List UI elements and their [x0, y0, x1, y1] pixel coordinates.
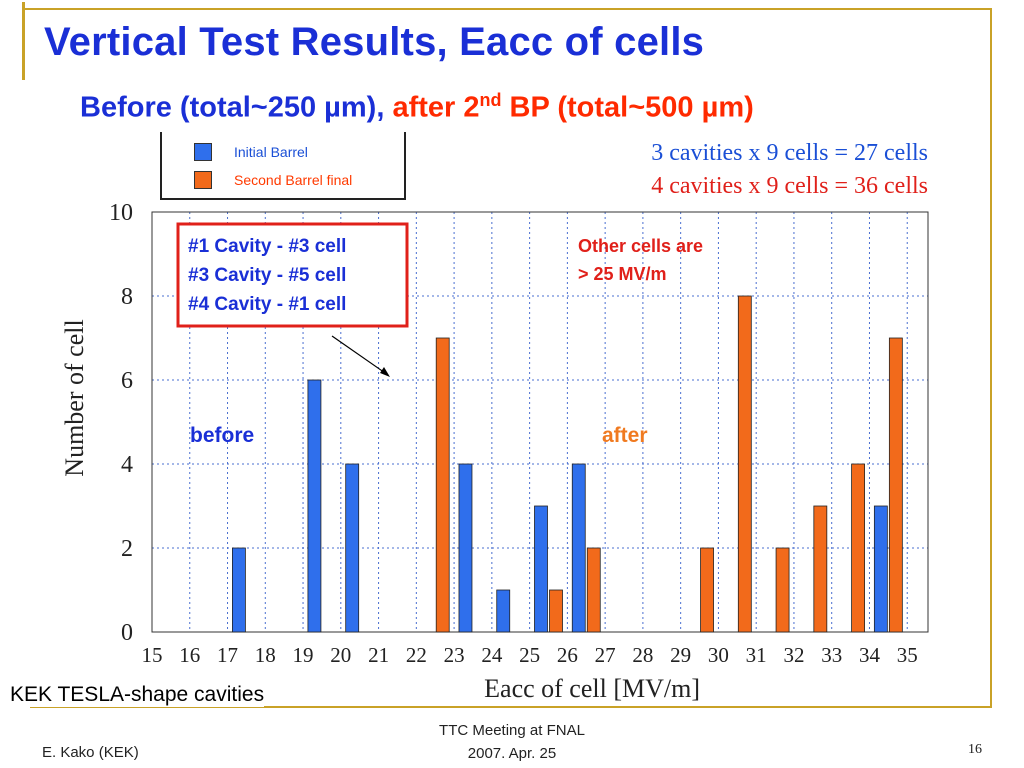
x-axis-label: Eacc of cell [MV/m] [484, 674, 700, 703]
y-tick-label: 10 [109, 200, 133, 226]
legend-item-initial: Initial Barrel [194, 142, 308, 162]
bar-initial [534, 505, 548, 633]
bar-second [700, 547, 714, 633]
slide-title: Vertical Test Results, Eacc of cells [44, 20, 705, 64]
callout-arrow-line [331, 335, 389, 376]
x-tick-label: 19 [293, 643, 314, 667]
bar-second [775, 547, 790, 633]
bar-second [435, 337, 450, 633]
y-tick-label: 8 [121, 284, 133, 310]
bar-second [737, 295, 752, 633]
legend-item-second: Second Barrel final [194, 170, 352, 190]
x-tick-label: 32 [783, 643, 804, 667]
top-border-line [22, 8, 992, 10]
bar-initial [496, 589, 511, 633]
kek-tesla-label: KEK TESLA-shape cavities [10, 683, 265, 707]
other-cells-note-2: > 25 MV/m [578, 264, 667, 284]
callout-line-1: #1 Cavity - #3 cell [188, 236, 346, 257]
bar-initial [307, 379, 322, 633]
x-tick-label: 24 [481, 643, 503, 667]
bar-second [549, 589, 563, 633]
callout-arrow-head [380, 367, 390, 377]
legend-label-initial: Initial Barrel [234, 144, 308, 160]
x-tick-label: 26 [557, 643, 578, 667]
x-tick-label: 30 [708, 643, 729, 667]
before-label: before [190, 424, 254, 447]
page-number: 16 [968, 742, 982, 757]
bar-initial [458, 463, 473, 633]
right-border-line [990, 8, 992, 708]
bar-initial [232, 547, 246, 633]
x-tick-labels: 15 16 17 18 19 20 21 22 23 24 25 26 27 28 29 30 31 32 33 34… [142, 643, 918, 667]
y-tick-label: 0 [121, 620, 133, 646]
initial-cells-count: 3 cavities x 9 cells = 27 cells [651, 140, 928, 166]
footer-author: E. Kako (KEK) [42, 744, 139, 761]
footer-date: 2007. Apr. 25 [467, 745, 557, 762]
second-cells-count: 4 cavities x 9 cells = 36 cells [651, 173, 928, 199]
other-cells-note-1: Other cells are [578, 236, 703, 256]
legend-label-second: Second Barrel final [234, 172, 353, 188]
x-tick-label: 27 [595, 643, 616, 667]
bar-initial [345, 463, 360, 633]
bar-second [586, 547, 601, 633]
bottom-border-line [30, 706, 992, 708]
callout-line-2: #3 Cavity - #5 cell [188, 265, 346, 286]
callout-line-3: #4 Cavity - #1 cell [188, 294, 346, 315]
x-tick-label: 23 [444, 643, 465, 667]
subtitle-before-part: Before (total~250 µm), [80, 91, 393, 124]
x-tick-label: 22 [406, 643, 427, 667]
legend-swatch-second [194, 171, 212, 189]
x-tick-label: 35 [897, 643, 918, 667]
slide-subtitle: Before (total~250 µm), after 2nd BP (tot… [80, 90, 754, 125]
x-tick-label: 16 [179, 643, 200, 667]
x-tick-label: 28 [632, 643, 653, 667]
title-accent-bar [22, 2, 25, 80]
chart-bars [232, 295, 903, 633]
y-tick-labels: 0 2 4 6 8 10 [109, 200, 133, 646]
y-tick-label: 4 [121, 452, 133, 478]
chart-legend: Initial Barrel Second Barrel final [160, 132, 406, 200]
bar-second [888, 337, 903, 633]
bar-initial [873, 505, 888, 633]
after-label: after [602, 424, 648, 447]
bar-initial [571, 463, 586, 633]
x-tick-label: 15 [142, 643, 163, 667]
x-tick-label: 31 [746, 643, 767, 667]
y-tick-label: 6 [121, 368, 133, 394]
x-tick-label: 18 [255, 643, 276, 667]
legend-swatch-initial [194, 143, 212, 161]
x-tick-label: 20 [330, 643, 351, 667]
callout-box [176, 222, 409, 328]
x-tick-label: 33 [821, 643, 842, 667]
x-tick-label: 17 [217, 643, 238, 667]
x-tick-label: 29 [670, 643, 691, 667]
subtitle-after-rest: BP (total~500 µm) [501, 91, 754, 124]
x-tick-label: 21 [368, 643, 389, 667]
y-tick-label: 2 [121, 536, 133, 562]
x-tick-label: 34 [859, 643, 881, 667]
x-tick-label: 25 [519, 643, 540, 667]
footer-meeting: TTC Meeting at FNAL [439, 722, 585, 739]
bar-second [813, 505, 828, 633]
subtitle-after-part: after 2 [392, 91, 480, 124]
subtitle-superscript: nd [479, 90, 502, 110]
bar-second [851, 463, 865, 633]
y-axis-label: Number of cell [60, 319, 89, 476]
